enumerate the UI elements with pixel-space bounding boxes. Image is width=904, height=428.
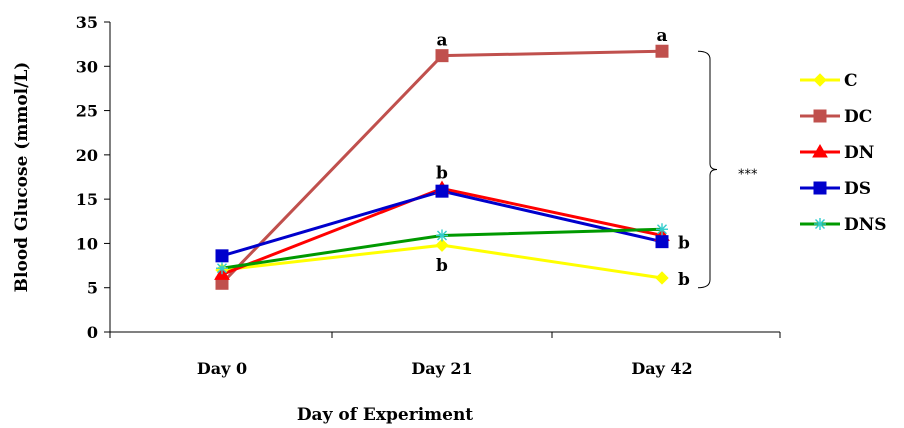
marker-dns-2 xyxy=(656,223,668,236)
legend-label: DNS xyxy=(844,215,887,235)
y-tick-label: 35 xyxy=(76,13,98,32)
y-axis-title: Blood Glucose (mmol/L) xyxy=(12,62,32,293)
legend-swatch-marker xyxy=(813,73,827,87)
x-tick-label: Day 0 xyxy=(197,359,247,378)
marker-ds-1 xyxy=(435,184,449,198)
legend-label: DC xyxy=(844,107,872,127)
significance-label: *** xyxy=(738,167,758,182)
legend-swatch-marker xyxy=(812,144,828,158)
y-tick-label: 25 xyxy=(76,102,98,121)
annotation-label: a xyxy=(436,31,447,51)
annotation-label: b xyxy=(678,270,690,290)
legend-item-dns: DNS xyxy=(800,215,887,235)
significance-bracket: *** xyxy=(697,50,758,289)
legend-item-c: C xyxy=(800,71,858,91)
y-tick-label: 30 xyxy=(76,57,98,76)
legend-swatch-marker xyxy=(813,109,827,123)
bracket-path xyxy=(697,50,718,289)
legend-swatch-marker xyxy=(813,181,827,195)
y-tick-label: 10 xyxy=(76,234,98,253)
x-tick-label: Day 21 xyxy=(411,359,472,378)
legend: C DC DN DS DNS xyxy=(800,71,887,235)
marker-ds-0 xyxy=(215,249,229,263)
annotation-label: b xyxy=(436,256,448,276)
legend-label: DN xyxy=(844,143,874,163)
x-tick-label: Day 42 xyxy=(631,359,692,378)
annotation-label: b xyxy=(678,234,690,254)
legend-item-ds: DS xyxy=(800,179,871,199)
legend-item-dn: DN xyxy=(800,143,874,163)
marker-dc-2 xyxy=(655,44,669,58)
series-markers xyxy=(214,44,670,290)
marker-c-1 xyxy=(435,238,449,252)
annotation-label: b xyxy=(436,164,448,184)
annotation-label: a xyxy=(656,26,667,46)
legend-label: DS xyxy=(844,179,871,199)
y-tick-label: 5 xyxy=(87,279,98,298)
legend-label: C xyxy=(844,71,858,91)
legend-swatch-marker xyxy=(814,218,826,230)
y-tick-labels: 0 5 10 15 20 25 30 35 xyxy=(76,13,98,342)
legend-item-dc: DC xyxy=(800,107,872,127)
marker-c-2 xyxy=(655,271,669,285)
y-tick-label: 15 xyxy=(76,190,98,209)
marker-dns-0 xyxy=(216,262,228,275)
x-tick-labels: Day 0 Day 21 Day 42 xyxy=(197,359,693,378)
marker-ds-2 xyxy=(655,235,669,249)
y-tick-label: 20 xyxy=(76,146,98,165)
x-axis-title: Day of Experiment xyxy=(297,405,473,425)
marker-dns-1 xyxy=(436,229,448,242)
marker-dc-1 xyxy=(435,49,449,63)
axes xyxy=(104,21,781,338)
y-tick-label: 0 xyxy=(87,323,98,342)
